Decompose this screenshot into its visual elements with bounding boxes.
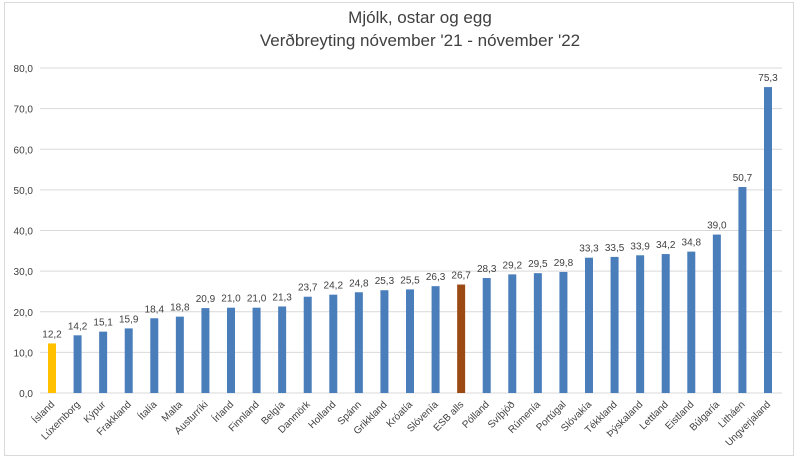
data-label: 15,1 — [93, 318, 113, 329]
data-label: 18,8 — [170, 303, 190, 314]
data-label: 25,3 — [375, 276, 395, 287]
bar — [124, 328, 133, 393]
bar — [508, 274, 517, 393]
data-label: 33,5 — [605, 243, 625, 254]
y-tick-label: 80,0 — [14, 64, 34, 75]
y-tick-label: 70,0 — [14, 105, 34, 116]
bar — [687, 251, 696, 393]
data-label: 18,4 — [145, 304, 165, 315]
x-tick-label: Ítalía — [135, 398, 160, 423]
bar — [201, 308, 210, 393]
bar — [533, 273, 542, 393]
data-label: 29,5 — [528, 259, 548, 270]
bar — [431, 286, 440, 393]
bar — [73, 335, 82, 393]
data-label: 21,0 — [221, 294, 241, 305]
bar — [380, 290, 389, 393]
bar — [661, 254, 670, 393]
chart-frame — [4, 2, 794, 456]
bar — [406, 289, 414, 393]
bar — [457, 284, 466, 393]
chart-subtitle: Verðbreyting nóvember '21 - nóvember '22 — [259, 31, 581, 50]
bar — [559, 271, 568, 393]
y-tick-label: 30,0 — [14, 267, 34, 278]
data-label: 26,3 — [426, 272, 446, 283]
bar — [585, 257, 593, 393]
bar — [252, 307, 261, 393]
data-label: 12,2 — [42, 329, 62, 340]
data-label: 29,2 — [503, 260, 523, 271]
bar — [636, 255, 645, 393]
y-tick-label: 40,0 — [14, 227, 34, 238]
bar — [482, 278, 491, 393]
x-tick-label: Pólland — [460, 399, 491, 430]
data-label: 14,2 — [68, 321, 88, 332]
data-label: 33,9 — [630, 241, 650, 252]
data-label: 20,9 — [196, 294, 216, 305]
data-label: 75,3 — [758, 73, 778, 84]
bar — [175, 316, 184, 393]
chart-title: Mjólk, ostar og egg — [348, 8, 492, 27]
bar — [303, 296, 312, 393]
bar — [48, 343, 56, 393]
data-label: 15,9 — [119, 314, 139, 325]
y-tick-label: 20,0 — [14, 308, 34, 319]
data-label: 25,5 — [400, 275, 420, 286]
data-label: 24,8 — [349, 278, 369, 289]
data-label: 34,2 — [656, 240, 676, 251]
data-label: 21,3 — [272, 292, 292, 303]
y-tick-label: 0,0 — [19, 389, 33, 400]
bar — [278, 306, 287, 393]
bar — [354, 292, 363, 393]
bar — [99, 331, 108, 393]
data-label: 39,0 — [707, 221, 727, 232]
data-label: 34,8 — [682, 238, 702, 249]
x-tick-label: Holland — [307, 399, 339, 431]
bar — [150, 318, 159, 393]
data-label: 28,3 — [477, 264, 497, 275]
bar — [610, 256, 619, 393]
bar — [329, 294, 338, 393]
bar — [764, 87, 772, 393]
data-label: 24,2 — [324, 281, 344, 292]
bar — [738, 187, 747, 393]
y-tick-label: 60,0 — [14, 145, 34, 156]
bar — [227, 307, 235, 393]
y-tick-label: 10,0 — [14, 348, 34, 359]
y-tick-label: 50,0 — [14, 186, 34, 197]
bar — [712, 234, 721, 393]
data-label: 26,7 — [451, 271, 471, 282]
data-label: 33,3 — [579, 244, 599, 255]
data-label: 29,8 — [554, 258, 574, 269]
data-label: 23,7 — [298, 283, 318, 294]
data-label: 50,7 — [733, 173, 753, 184]
data-label: 21,0 — [247, 294, 267, 305]
